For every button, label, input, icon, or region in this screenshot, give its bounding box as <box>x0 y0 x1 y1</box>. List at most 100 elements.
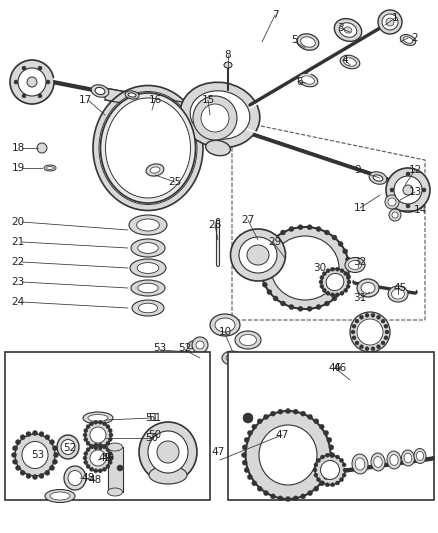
Circle shape <box>191 337 208 353</box>
Circle shape <box>341 463 345 467</box>
Text: 46: 46 <box>328 363 341 373</box>
Ellipse shape <box>57 435 79 459</box>
Text: 1: 1 <box>391 13 397 23</box>
Circle shape <box>345 257 350 262</box>
Ellipse shape <box>157 441 179 463</box>
Circle shape <box>11 453 17 457</box>
Circle shape <box>280 230 285 235</box>
Circle shape <box>15 440 21 445</box>
Ellipse shape <box>90 427 106 443</box>
Circle shape <box>380 341 384 345</box>
Ellipse shape <box>261 227 348 309</box>
Circle shape <box>325 453 328 457</box>
Circle shape <box>20 470 25 475</box>
Text: 46: 46 <box>332 363 346 373</box>
Circle shape <box>38 66 42 70</box>
Circle shape <box>329 453 334 457</box>
Ellipse shape <box>107 443 122 451</box>
Circle shape <box>359 316 363 319</box>
Circle shape <box>328 460 333 465</box>
Circle shape <box>45 470 50 475</box>
Circle shape <box>277 496 282 501</box>
Text: 49: 49 <box>101 453 114 463</box>
Circle shape <box>259 274 264 279</box>
Text: 32: 32 <box>353 257 366 267</box>
Circle shape <box>20 435 25 440</box>
Text: 4: 4 <box>341 55 347 65</box>
Circle shape <box>102 422 106 426</box>
Circle shape <box>201 104 229 132</box>
Text: 51: 51 <box>145 413 158 423</box>
Circle shape <box>288 227 293 231</box>
Circle shape <box>38 94 42 98</box>
Circle shape <box>316 458 320 462</box>
Circle shape <box>324 230 329 235</box>
Text: 50: 50 <box>145 433 158 443</box>
Text: 6: 6 <box>296 77 303 87</box>
Text: 14: 14 <box>413 205 426 215</box>
Ellipse shape <box>15 434 55 476</box>
Circle shape <box>330 293 334 297</box>
Ellipse shape <box>215 318 234 332</box>
Circle shape <box>266 289 271 295</box>
Circle shape <box>53 446 57 451</box>
Circle shape <box>106 448 110 451</box>
Text: 23: 23 <box>11 277 25 287</box>
Circle shape <box>270 411 275 416</box>
Circle shape <box>27 77 37 87</box>
Circle shape <box>319 285 323 288</box>
Circle shape <box>405 172 409 176</box>
Ellipse shape <box>389 455 397 465</box>
Circle shape <box>37 143 47 153</box>
Text: 49: 49 <box>98 453 111 463</box>
Circle shape <box>94 420 98 424</box>
Ellipse shape <box>239 335 256 345</box>
Circle shape <box>331 235 336 240</box>
Circle shape <box>244 438 249 442</box>
Circle shape <box>391 212 397 218</box>
Circle shape <box>335 481 339 485</box>
Circle shape <box>376 345 380 349</box>
Circle shape <box>364 347 368 351</box>
Circle shape <box>241 453 246 457</box>
Circle shape <box>251 424 256 429</box>
Circle shape <box>356 319 382 345</box>
Ellipse shape <box>180 82 259 148</box>
Circle shape <box>312 468 316 472</box>
Circle shape <box>342 249 347 254</box>
Circle shape <box>307 225 311 230</box>
Ellipse shape <box>339 55 359 69</box>
Ellipse shape <box>61 440 75 455</box>
Text: 45: 45 <box>392 283 406 293</box>
Circle shape <box>293 496 297 501</box>
Circle shape <box>337 241 343 246</box>
Circle shape <box>335 455 339 459</box>
Circle shape <box>288 304 293 310</box>
Text: 7: 7 <box>271 10 278 20</box>
Text: 22: 22 <box>11 257 25 267</box>
Circle shape <box>335 293 339 297</box>
Circle shape <box>89 422 93 426</box>
Ellipse shape <box>46 166 53 169</box>
Ellipse shape <box>399 35 415 45</box>
Ellipse shape <box>297 34 318 50</box>
Ellipse shape <box>128 93 136 97</box>
Text: 21: 21 <box>11 237 25 247</box>
Circle shape <box>15 465 21 471</box>
Text: 2: 2 <box>411 33 417 43</box>
Circle shape <box>300 494 305 499</box>
Circle shape <box>339 478 343 482</box>
Circle shape <box>280 301 285 306</box>
Circle shape <box>354 341 358 345</box>
Circle shape <box>315 227 320 231</box>
Text: 48: 48 <box>81 473 95 483</box>
Circle shape <box>351 324 355 328</box>
Circle shape <box>318 424 324 429</box>
Circle shape <box>350 330 354 334</box>
Text: 47: 47 <box>211 447 224 457</box>
Circle shape <box>346 285 350 288</box>
Circle shape <box>325 483 328 487</box>
Circle shape <box>193 96 237 140</box>
Ellipse shape <box>321 269 348 295</box>
Ellipse shape <box>413 448 425 464</box>
